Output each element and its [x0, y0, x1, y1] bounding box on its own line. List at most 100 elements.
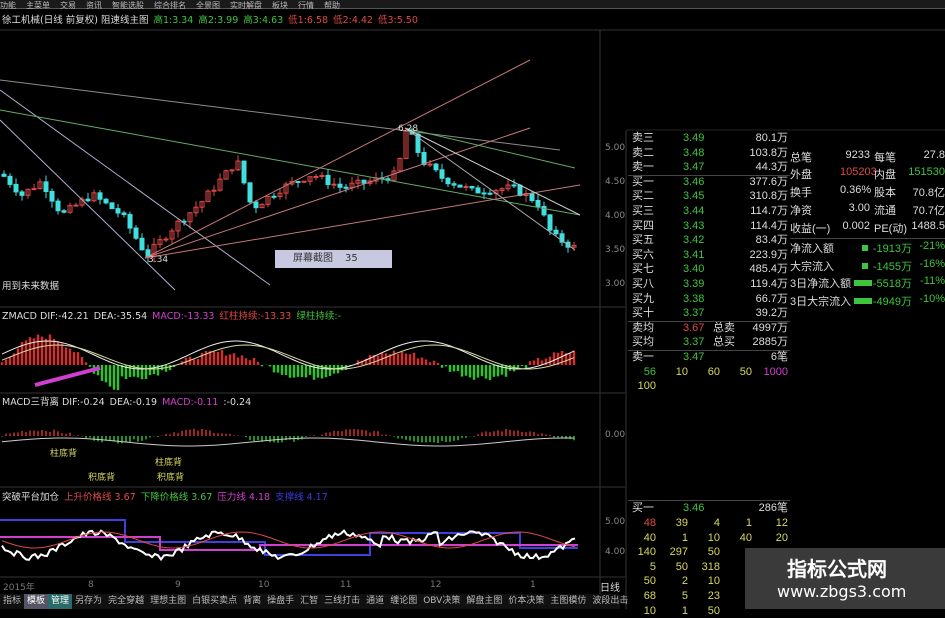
flow-bar: [862, 245, 868, 251]
queue-order: 48: [643, 517, 656, 529]
menu-item[interactable]: 主菜单: [26, 1, 50, 10]
indicator-tab[interactable]: 汇智: [300, 596, 319, 606]
queue-order: 100: [637, 380, 656, 393]
indicator-tab[interactable]: 操盘手: [267, 596, 295, 606]
price: 3.45: [683, 190, 705, 203]
period-selector[interactable]: 日线: [600, 583, 620, 594]
stat-value: 0.002: [842, 220, 870, 232]
level-label: 买七: [632, 263, 654, 276]
indicator-value: 低1:6.58: [288, 15, 329, 26]
stat-label: 净资: [790, 205, 812, 217]
sell1-queue: 56 10 60 50 1000: [628, 365, 790, 380]
menu-item[interactable]: 行情: [298, 1, 314, 10]
candle: [223, 170, 229, 180]
indicator-tab[interactable]: 理想主图: [150, 596, 187, 606]
flow-value: -4949万: [872, 295, 912, 308]
watermark-url: www.zbgs3.com: [777, 582, 907, 601]
candle: [505, 184, 511, 190]
indicator-value: DEA:-0.19: [109, 397, 158, 408]
avg-label: 卖均: [632, 321, 654, 334]
flow-pct: -11%: [920, 275, 945, 287]
candle: [61, 210, 67, 213]
price: 3.46: [683, 502, 705, 514]
queue-order: 10: [707, 575, 720, 588]
menu-item[interactable]: 智能选股: [112, 1, 144, 10]
volume: 80.1万: [755, 132, 788, 144]
indicator-tab[interactable]: 模板: [24, 594, 49, 609]
indicator-tab[interactable]: 完全穿越: [108, 596, 145, 606]
menu-item[interactable]: 资讯: [86, 1, 102, 10]
candle: [451, 183, 457, 186]
divider: [628, 174, 790, 176]
indicator-tab[interactable]: 背离: [243, 596, 262, 606]
sell-level: 卖一 3.47 44.3万: [628, 160, 790, 175]
price: 3.46: [683, 175, 705, 188]
indicator-tab[interactable]: 通道: [366, 596, 385, 606]
level-label: 买十: [632, 307, 654, 320]
divider: [628, 350, 790, 351]
y-axis-label: 4.00: [605, 211, 626, 221]
queue-order: 40: [739, 531, 752, 544]
indicator-tab[interactable]: OBV决策: [423, 596, 461, 606]
candle: [301, 180, 307, 183]
menu-item[interactable]: 全景图: [196, 1, 220, 10]
price: 3.49: [683, 132, 705, 144]
price: 3.39: [683, 278, 705, 290]
indicator-value: 压力线 4.18: [217, 492, 271, 503]
indicator-tab[interactable]: 另存为: [75, 596, 103, 606]
indicator-tab[interactable]: 价本决策: [508, 596, 545, 606]
candle: [247, 182, 253, 203]
y-axis-label: 3.00: [605, 279, 626, 289]
trend-line: [0, 119, 176, 291]
candle: [367, 180, 373, 184]
indicator-value: 低3:5.50: [377, 15, 418, 26]
candle: [193, 206, 199, 214]
menu-item[interactable]: 综合排名: [154, 1, 186, 10]
indicator-tab[interactable]: 缠论图: [390, 596, 418, 606]
menu-item[interactable]: 帮助: [324, 1, 340, 10]
flow-label: 大宗流入: [790, 260, 834, 273]
indicator-tab[interactable]: 主图模仿: [550, 596, 587, 606]
buy1-queue: 40 1 10 40 20: [628, 531, 790, 546]
trend-line: [404, 127, 576, 251]
watermark: 指标公式网 www.zbgs3.com: [745, 548, 945, 609]
candle: [211, 189, 217, 192]
stat-value: 151530: [908, 166, 945, 178]
queue-order: 50: [739, 365, 752, 378]
menu-item[interactable]: 功能: [0, 1, 16, 10]
overlay-value: 35: [345, 253, 358, 264]
candle: [205, 190, 211, 203]
level-label: 买六: [632, 248, 654, 261]
divider: [628, 500, 790, 501]
indicator-value: 支撑线 4.17: [275, 492, 328, 503]
candle: [43, 181, 49, 192]
indicator-tab[interactable]: 解盘主图: [466, 596, 503, 606]
candle: [55, 200, 61, 212]
indicator-tab[interactable]: 管理: [48, 594, 73, 609]
screenshot-overlay[interactable]: 屏幕截图 35: [275, 250, 392, 268]
queue-order: 1: [681, 531, 688, 544]
flow-value: -1913万: [872, 243, 912, 255]
indicator-tab[interactable]: 三线打击: [324, 596, 361, 606]
date-label: 8: [88, 580, 94, 590]
flow-row: 净流入额 -1913万 -21%: [790, 240, 945, 257]
candle: [475, 187, 481, 194]
menu-item[interactable]: 交易: [60, 1, 76, 10]
flow-label: 3日大宗流入: [790, 295, 852, 308]
indicator-tab[interactable]: 白银买卖点: [192, 596, 238, 606]
avg-buy: 买均 3.37 总买 2885万: [628, 335, 790, 350]
candle: [169, 230, 175, 240]
candle: [469, 186, 475, 189]
macd3-header: MACD三背离 DIF:-0.24 DEA:-0.19 MACD:-0.11:-0.…: [2, 397, 256, 409]
indicator-tab[interactable]: 波段出击: [592, 596, 629, 606]
divergence-label: 柱底背: [50, 449, 78, 459]
flow-pct: -10%: [919, 292, 945, 305]
candle: [433, 163, 439, 171]
menu-item[interactable]: 实时解盘: [230, 1, 262, 10]
candle: [271, 195, 277, 198]
flow-bar: [854, 280, 872, 286]
menu-item[interactable]: 板块: [272, 1, 288, 10]
indicator-tab[interactable]: 指标: [3, 596, 22, 606]
trend-line: [0, 89, 271, 286]
